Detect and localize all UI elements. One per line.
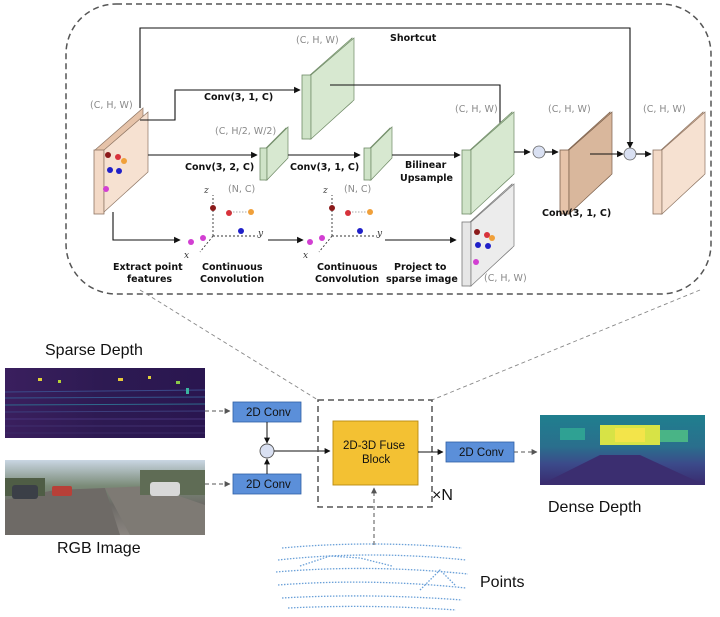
point-cloud-axes-2 [307,195,377,253]
point-cloud-axes-1 [188,195,258,253]
detail-panel-border [65,3,712,295]
extract-arrow [112,212,181,244]
bilinear-label-2: Upsample [400,173,453,184]
conv2d-depth-label: 2D Conv [246,407,291,419]
sparse-depth-image [4,368,206,438]
rgb-image [5,460,205,535]
cont-conv-label-2b: Convolution [315,274,379,285]
out1-dim-label: (C, H, W) [548,104,591,115]
half-dim-label: (C, H/2, W/2) [215,126,276,137]
top-green-block [301,37,355,140]
project-label-2: sparse image [386,274,458,285]
axis-y-label-2: y [376,229,383,239]
conv-mid-label: Conv(3, 2, C) [185,162,254,173]
dense-depth-label: Dense Depth [548,499,641,516]
extract-label-1: Extract point [113,262,183,273]
axis-z-label-2: z [322,186,328,196]
cont-conv-label-2a: Continuous [317,262,378,273]
output-beige-block-2 [652,111,706,215]
extract-label-2: features [127,274,172,285]
bilinear-label-1: Bilinear [405,160,447,171]
conv-31c-mid-label: Conv(3, 1, C) [290,162,359,173]
out2-dim-label: (C, H, W) [643,104,686,115]
conv-top-arrow [140,86,301,121]
input-dim-label: (C, H, W) [90,100,133,111]
fuse-label-2: Block [362,454,390,466]
fuse-block [332,420,419,486]
conv-out-label: Conv(3, 1, C) [542,208,611,219]
sum-node-2 [623,147,637,161]
upsampled-green-block [461,111,515,215]
conv-top-label: Conv(3, 1, C) [204,92,273,103]
half-green-block-2 [363,126,393,181]
points-dim-label-2: (N, C) [344,184,371,195]
conv2d-out-label: 2D Conv [459,447,504,459]
project-label-1: Project to [394,262,447,273]
points-label: Points [480,574,524,591]
zoom-line-right [431,289,701,401]
repeat-label: ×N [432,487,453,504]
rgb-image-label: RGB Image [57,540,141,557]
axis-x-label-2: x [303,251,308,261]
axis-z-label-1: z [203,186,209,196]
sparse-image-block [461,183,515,287]
top-green-dim: (C, H, W) [296,35,339,46]
cont-conv-label-1b: Convolution [200,274,264,285]
sparse-image-dim: (C, H, W) [484,273,527,284]
conv2d-rgb-label: 2D Conv [246,479,291,491]
fuse-label-1: 2D-3D Fuse [343,440,405,452]
input-point-dots [103,152,127,192]
concat-node [259,443,275,459]
sum-node-1 [532,145,546,159]
shortcut-arrow [139,27,634,149]
top-to-bilinear-arrow [330,84,501,140]
sparse-depth-label: Sparse Depth [45,342,143,359]
axis-y-label-1: y [257,229,264,239]
half-green-block-1 [259,126,289,181]
shortcut-label: Shortcut [390,33,437,44]
upsampled-dim-label: (C, H, W) [455,104,498,115]
point-cloud-image [275,543,469,611]
dense-depth-image [540,415,705,485]
output-beige-block-1 [559,111,613,215]
cont-conv-label-1a: Continuous [202,262,263,273]
points-dim-label-1: (N, C) [228,184,255,195]
axis-x-label-1: x [184,251,189,261]
